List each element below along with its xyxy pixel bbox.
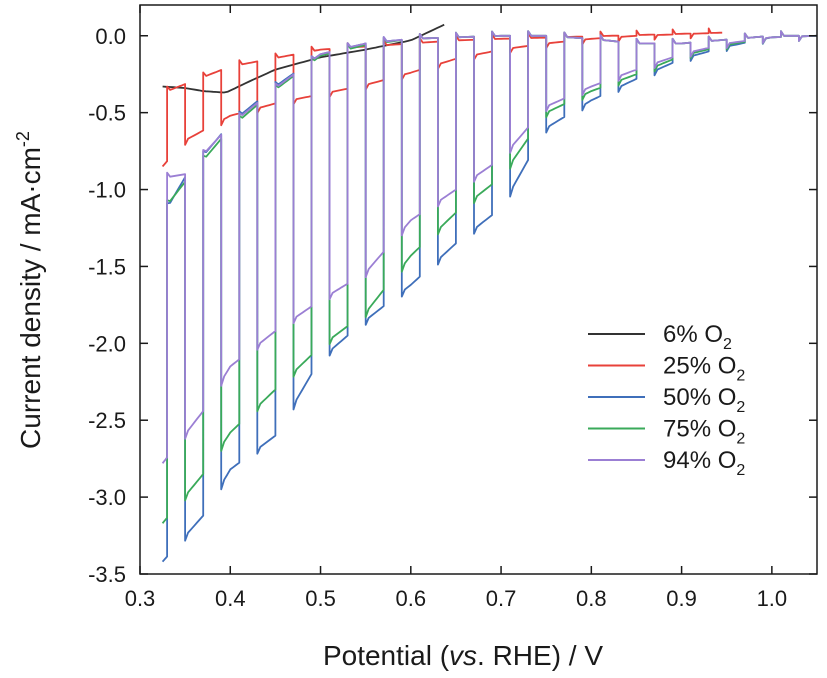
legend-label-subscript: 2	[723, 336, 732, 353]
series-line-4	[161, 30, 818, 524]
x-axis-title: Potential (vs. RHE) / V	[323, 640, 603, 671]
legend-label-subscript: 2	[736, 462, 745, 479]
legend-label-4: 75% O2	[663, 416, 745, 448]
x-tick-label: 0.3	[125, 586, 156, 611]
y-tick-label: -1.0	[88, 178, 126, 203]
legend-label-3: 50% O2	[663, 384, 745, 416]
legend-label-5: 94% O2	[663, 447, 745, 479]
x-tick-label: 0.9	[666, 586, 697, 611]
legend-label-subscript: 2	[736, 399, 745, 416]
x-tick-label: 0.6	[396, 586, 427, 611]
x-tick-label: 0.5	[305, 586, 336, 611]
plot-frame	[139, 4, 818, 575]
x-axis-title-italic: vs	[449, 640, 477, 671]
y-tick-label: -1.5	[88, 254, 126, 279]
x-axis-title-part-3: . RHE) / V	[477, 640, 603, 671]
legend-label-2: 25% O2	[663, 353, 745, 385]
legend-label-main: 94% O	[663, 447, 736, 474]
x-tick-label: 0.7	[486, 586, 517, 611]
y-tick-label: -2.0	[88, 331, 126, 356]
y-tick-label: -0.5	[88, 101, 126, 126]
series-layer	[161, 23, 818, 563]
x-tick-label: 1.0	[757, 586, 788, 611]
x-tick-label: 0.4	[215, 586, 246, 611]
legend-label-subscript: 2	[736, 431, 745, 448]
legend-label-main: 75% O	[663, 416, 736, 443]
legend-label-main: 6% O	[663, 321, 723, 348]
x-axis-title-part-1: Potential (	[323, 640, 450, 671]
legend-label-subscript: 2	[736, 368, 745, 385]
y-tick-label: -3.0	[88, 485, 126, 510]
y-axis-title-main: Current density / mA·cm	[15, 147, 46, 449]
y-axis-title-superscript: -2	[13, 131, 33, 147]
legend-label-main: 25% O	[663, 353, 736, 380]
axis-layer: 0.3 0.4 0.5 0.6 0.7 0.8 0.9 1.0 0.0 -0.5 -1.0 -1.5 -…	[88, 5, 817, 611]
y-axis-title: Current density / mA·cm-2	[13, 131, 46, 449]
series-line-5	[161, 30, 818, 464]
series-line-1	[162, 23, 445, 94]
y-tick-label: -2.5	[88, 408, 126, 433]
legend-label-main: 50% O	[663, 384, 736, 411]
legend-label-1: 6% O2	[663, 321, 732, 353]
y-tick-label: -3.5	[88, 562, 126, 587]
y-tick-label: 0.0	[95, 24, 126, 49]
x-tick-label: 0.8	[576, 586, 607, 611]
series-line-3	[161, 30, 818, 563]
